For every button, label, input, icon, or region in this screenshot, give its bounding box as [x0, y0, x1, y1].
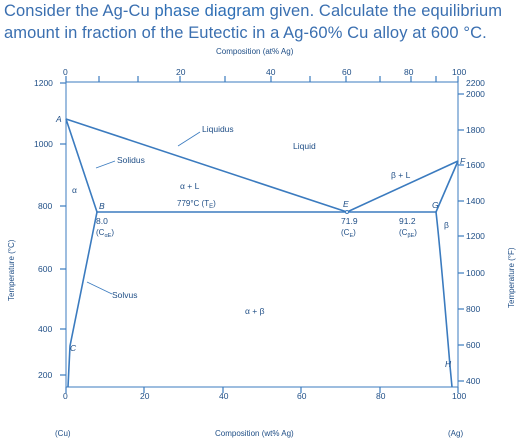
point-c: C	[70, 343, 77, 353]
question-text: Consider the Ag-Cu phase diagram given. …	[4, 0, 528, 44]
alpha-plus-beta-label: α + β	[245, 306, 265, 316]
alpha-plus-l-label: α + L	[180, 181, 200, 191]
alpha-label: α	[72, 185, 77, 195]
phase-diagram-link[interactable]: phase diagram	[154, 2, 265, 20]
right-tick-1400: 1400	[466, 196, 485, 206]
left-tick-600: 600	[38, 264, 52, 274]
right-tick-800: 800	[466, 304, 480, 314]
right-tick-1800: 1800	[466, 125, 485, 135]
ce-value: 71.9	[341, 216, 358, 226]
right-tick-2000: 2000	[466, 89, 485, 99]
left-axis-title: Temperature (°C)	[7, 239, 16, 301]
solvus-label: Solvus	[112, 290, 138, 300]
phase-diagram: Composition (at% Ag) 0 20 40 60 80 100 2…	[7, 47, 516, 438]
bottom-end-cu: (Cu)	[55, 429, 71, 438]
right-tick-2200: 2200	[466, 78, 485, 88]
top-tick-60: 60	[342, 67, 352, 77]
beta-label: β	[444, 220, 449, 230]
liquidus-right-line	[346, 160, 459, 213]
top-axis-title: Composition (at% Ag)	[216, 47, 294, 56]
top-tick-80: 80	[404, 67, 414, 77]
solidus-left-line	[65, 118, 98, 213]
right-tick-400: 400	[466, 376, 480, 386]
cb-value: 91.2	[399, 216, 416, 226]
point-e: E	[343, 199, 349, 209]
bottom-tick-20: 20	[140, 391, 150, 401]
bottom-tick-80: 80	[376, 391, 386, 401]
ca-value: 8.0	[96, 216, 108, 226]
left-tick-200: 200	[38, 370, 52, 380]
ce-label: (CE)	[341, 228, 356, 239]
beta-plus-l-label: β + L	[391, 170, 411, 180]
bottom-axis-title: Composition (wt% Ag)	[215, 429, 294, 438]
right-tick-1200: 1200	[466, 231, 485, 241]
top-tick-40: 40	[266, 67, 276, 77]
point-h: H	[445, 359, 452, 369]
left-tick-400: 400	[38, 324, 52, 334]
point-a: A	[55, 114, 62, 124]
plot-frame	[65, 81, 459, 388]
bottom-tick-100: 100	[452, 391, 466, 401]
top-tick-20: 20	[176, 67, 186, 77]
right-tick-1600: 1600	[466, 160, 485, 170]
right-tick-600: 600	[466, 340, 480, 350]
top-tick-100: 100	[452, 67, 466, 77]
cb-label: (CβE)	[399, 228, 417, 239]
right-tick-1000: 1000	[466, 268, 485, 278]
solvus-right-line	[435, 211, 453, 388]
question-part2: given. Calculate the equilibrium amount …	[4, 2, 503, 42]
bottom-tick-0: 0	[63, 391, 68, 401]
left-tick-1200: 1200	[34, 78, 53, 88]
bottom-tick-60: 60	[297, 391, 307, 401]
point-b: B	[99, 201, 105, 211]
left-tick-800: 800	[38, 201, 52, 211]
question-part1: Consider the Ag-Cu	[4, 2, 155, 20]
ca-label: (CαE)	[96, 228, 114, 239]
left-tick-1000: 1000	[34, 139, 53, 149]
solidus-label: Solidus	[117, 155, 145, 165]
solidus-right-line	[435, 160, 459, 213]
point-g: G	[432, 200, 439, 210]
top-tick-0: 0	[63, 67, 68, 77]
bottom-tick-40: 40	[219, 391, 229, 401]
liquidus-left-line	[65, 118, 348, 213]
eutectic-temp-label: 779°C (TE)	[177, 199, 216, 210]
liquid-label: Liquid	[293, 141, 316, 151]
liquidus-label: Liquidus	[202, 124, 234, 134]
right-axis-title: Temperature (°F)	[507, 247, 516, 308]
bottom-end-ag: (Ag)	[448, 429, 463, 438]
point-f: F	[460, 156, 466, 166]
solvus-left-line	[67, 211, 98, 388]
